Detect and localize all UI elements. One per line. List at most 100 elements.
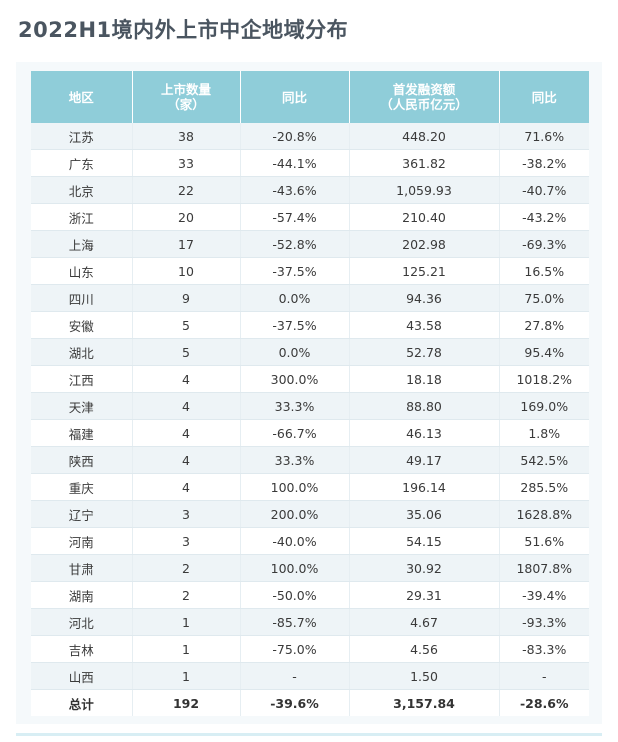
cell-ipo-amount: 210.40 [349,203,500,231]
table-row: 重庆 4 100.0% 196.14 285.5% [31,473,589,501]
cell-amount-yoy: 75.0% [499,284,589,312]
cell-listing-count: 9 [132,284,241,312]
cell-count-yoy: 200.0% [240,500,350,528]
cell-listing-count: 1 [132,662,241,690]
cell-listing-count: 5 [132,311,241,339]
table-row: 浙江 20 -57.4% 210.40 -43.2% [31,203,589,231]
cell-amount-yoy: 16.5% [499,257,589,285]
cell-listing-count: 33 [132,149,241,177]
cell-listing-count: 20 [132,203,241,231]
table-row: 江西 4 300.0% 18.18 1018.2% [31,365,589,393]
page-title: 2022H1境内外上市中企地域分布 [18,18,349,42]
cell-count-yoy: 300.0% [240,365,350,393]
region-distribution-table: 地区 上市数量 （家） 同比 首发融资额 （人民币亿元） 同比 江苏 38 -20.8% 448.… [31,71,589,716]
cell-listing-count: 10 [132,257,241,285]
cell-region: 四川 [31,284,133,312]
table-row: 湖北 5 0.0% 52.78 95.4% [31,338,589,366]
table-row: 河北 1 -85.7% 4.67 -93.3% [31,608,589,636]
cell-listing-count: 4 [132,446,241,474]
cell-ipo-amount: 196.14 [349,473,500,501]
header-label: 首发融资额 [392,82,456,97]
cell-ipo-amount: 88.80 [349,392,500,420]
cell-ipo-amount: 35.06 [349,500,500,528]
cell-listing-count: 22 [132,176,241,204]
cell-region: 山西 [31,662,133,690]
cell-ipo-amount: 4.67 [349,608,500,636]
header-label: 地区 [68,89,94,105]
cell-count-yoy: -52.8% [240,230,350,258]
cell-ipo-amount: 125.21 [349,257,500,285]
cell-amount-yoy: -43.2% [499,203,589,231]
total-cell-ipo-amount: 3,157.84 [349,689,500,716]
cell-listing-count: 2 [132,581,241,609]
cell-listing-count: 2 [132,554,241,582]
cell-ipo-amount: 448.20 [349,123,500,150]
cell-region: 河南 [31,527,133,555]
cell-listing-count: 1 [132,608,241,636]
header-region: 地区 [31,71,133,123]
cell-region: 浙江 [31,203,133,231]
cell-region: 河北 [31,608,133,636]
header-label: 同比 [281,89,307,105]
cell-amount-yoy: - [499,662,589,690]
cell-count-yoy: 100.0% [240,473,350,501]
cell-region: 重庆 [31,473,133,501]
cell-count-yoy: -37.5% [240,311,350,339]
cell-ipo-amount: 49.17 [349,446,500,474]
cell-ipo-amount: 29.31 [349,581,500,609]
cell-amount-yoy: 1628.8% [499,500,589,528]
header-label: 上市数量 [160,82,211,97]
cell-amount-yoy: -39.4% [499,581,589,609]
total-cell-region: 总计 [31,689,133,716]
cell-region: 辽宁 [31,500,133,528]
cell-listing-count: 1 [132,635,241,663]
table-row: 安徽 5 -37.5% 43.58 27.8% [31,311,589,339]
table-row: 吉林 1 -75.0% 4.56 -83.3% [31,635,589,663]
table-row: 河南 3 -40.0% 54.15 51.6% [31,527,589,555]
cell-region: 北京 [31,176,133,204]
table-row: 甘肃 2 100.0% 30.92 1807.8% [31,554,589,582]
cell-ipo-amount: 18.18 [349,365,500,393]
cell-region: 福建 [31,419,133,447]
cell-amount-yoy: -69.3% [499,230,589,258]
cell-listing-count: 4 [132,392,241,420]
cell-region: 陕西 [31,446,133,474]
table-row: 四川 9 0.0% 94.36 75.0% [31,284,589,312]
cell-listing-count: 4 [132,365,241,393]
table-row: 山西 1-1.50- [31,662,589,690]
cell-ipo-amount: 202.98 [349,230,500,258]
header-label: （家） [167,97,205,112]
header-label: 同比 [531,89,557,105]
cell-region: 广东 [31,149,133,177]
cell-count-yoy: -44.1% [240,149,350,177]
cell-count-yoy: -43.6% [240,176,350,204]
cell-listing-count: 38 [132,123,241,150]
cell-count-yoy: 100.0% [240,554,350,582]
cell-ipo-amount: 43.58 [349,311,500,339]
table-row: 辽宁 3 200.0% 35.06 1628.8% [31,500,589,528]
cell-ipo-amount: 46.13 [349,419,500,447]
header-label: （人民币亿元） [380,97,468,112]
cell-ipo-amount: 30.92 [349,554,500,582]
cell-region: 江苏 [31,123,133,150]
cell-listing-count: 17 [132,230,241,258]
cell-count-yoy: 33.3% [240,392,350,420]
table-row: 上海 17 -52.8% 202.98 -69.3% [31,230,589,258]
table-row: 天津 4 33.3% 88.80 169.0% [31,392,589,420]
header-amount-yoy: 同比 [499,71,589,123]
cell-count-yoy: -50.0% [240,581,350,609]
total-cell-listing-count: 192 [132,689,241,716]
cell-region: 江西 [31,365,133,393]
cell-ipo-amount: 52.78 [349,338,500,366]
cell-amount-yoy: 1.8% [499,419,589,447]
cell-amount-yoy: 71.6% [499,123,589,150]
cell-region: 吉林 [31,635,133,663]
cell-count-yoy: -20.8% [240,123,350,150]
table-header-row: 地区 上市数量 （家） 同比 首发融资额 （人民币亿元） 同比 [31,71,589,123]
header-ipo-amount: 首发融资额 （人民币亿元） [349,71,500,123]
cell-region: 湖南 [31,581,133,609]
cell-region: 甘肃 [31,554,133,582]
table-row: 山东 10 -37.5% 125.21 16.5% [31,257,589,285]
cell-amount-yoy: 285.5% [499,473,589,501]
total-cell-count-yoy: -39.6% [240,689,350,716]
